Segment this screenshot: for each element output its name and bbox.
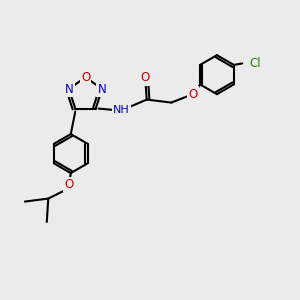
Text: O: O bbox=[141, 71, 150, 85]
Text: N: N bbox=[98, 82, 106, 96]
Text: N: N bbox=[64, 82, 73, 96]
Text: O: O bbox=[64, 178, 74, 191]
Text: Cl: Cl bbox=[249, 57, 261, 70]
Text: O: O bbox=[188, 88, 198, 101]
Text: O: O bbox=[81, 70, 90, 84]
Text: NH: NH bbox=[113, 105, 130, 115]
